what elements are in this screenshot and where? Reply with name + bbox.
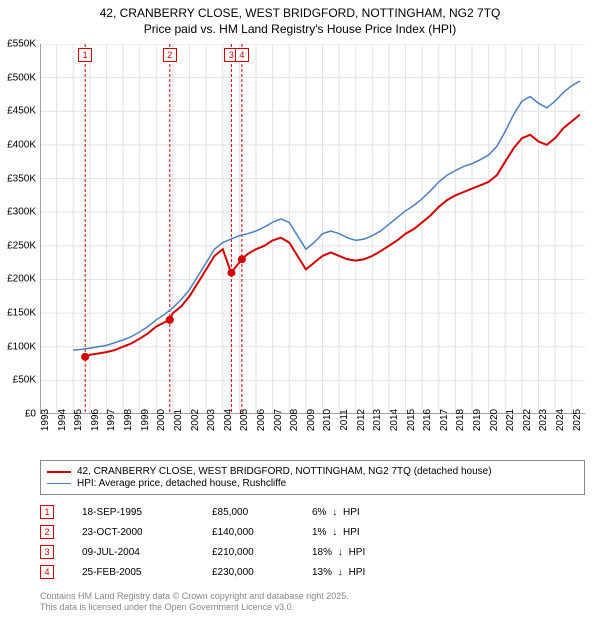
legend-item: HPI: Average price, detached house, Rush… bbox=[47, 478, 578, 489]
sale-diff: 13% HPI bbox=[312, 567, 432, 578]
arrow-down-icon bbox=[335, 547, 346, 558]
x-tick-label: 2023 bbox=[538, 409, 549, 431]
sale-date: 25-FEB-2005 bbox=[82, 567, 212, 578]
y-axis: £0£50K£100K£150K£200K£250K£300K£350K£400… bbox=[0, 44, 38, 414]
x-axis: 1993199419951996199719981999200020012002… bbox=[40, 414, 585, 454]
x-tick-label: 1994 bbox=[57, 409, 68, 431]
footer-line2: This data is licensed under the Open Gov… bbox=[40, 602, 349, 614]
legend-label: HPI: Average price, detached house, Rush… bbox=[77, 478, 286, 489]
chart-title: 42, CRANBERRY CLOSE, WEST BRIDGFORD, NOT… bbox=[0, 0, 600, 39]
x-tick-label: 2001 bbox=[173, 409, 184, 431]
y-tick-label: £550K bbox=[7, 39, 36, 50]
sale-row-marker: 2 bbox=[40, 525, 54, 539]
x-tick-label: 2011 bbox=[339, 409, 350, 431]
sale-diff: 1% HPI bbox=[312, 527, 432, 538]
x-tick-label: 2015 bbox=[406, 409, 417, 431]
x-tick-label: 1995 bbox=[73, 409, 84, 431]
sale-row: 3 09-JUL-2004£210,00018% HPI bbox=[40, 542, 585, 562]
y-tick-label: £400K bbox=[7, 139, 36, 150]
y-tick-label: £50K bbox=[13, 375, 36, 386]
x-tick-label: 2014 bbox=[389, 409, 400, 431]
x-tick-label: 2017 bbox=[439, 409, 450, 431]
sale-marker-2: 2 bbox=[163, 48, 177, 62]
sale-row-marker: 3 bbox=[40, 545, 54, 559]
legend-label: 42, CRANBERRY CLOSE, WEST BRIDGFORD, NOT… bbox=[77, 466, 492, 477]
sale-price: £140,000 bbox=[212, 527, 312, 538]
x-tick-label: 2003 bbox=[206, 409, 217, 431]
x-tick-label: 2004 bbox=[223, 409, 234, 431]
x-tick-label: 2012 bbox=[356, 409, 367, 431]
x-tick-label: 1997 bbox=[106, 409, 117, 431]
sale-date: 09-JUL-2004 bbox=[82, 547, 212, 558]
sale-row: 2 23-OCT-2000£140,0001% HPI bbox=[40, 522, 585, 542]
sale-diff: 6% HPI bbox=[312, 507, 432, 518]
y-tick-label: £450K bbox=[7, 106, 36, 117]
x-tick-label: 2007 bbox=[273, 409, 284, 431]
sale-price: £230,000 bbox=[212, 567, 312, 578]
x-tick-label: 2021 bbox=[505, 409, 516, 431]
legend-item: 42, CRANBERRY CLOSE, WEST BRIDGFORD, NOT… bbox=[47, 466, 578, 477]
y-tick-label: £300K bbox=[7, 207, 36, 218]
arrow-down-icon bbox=[335, 567, 346, 578]
x-tick-label: 2006 bbox=[256, 409, 267, 431]
legend-swatch bbox=[47, 471, 71, 473]
y-tick-label: £500K bbox=[7, 72, 36, 83]
chart-container: 42, CRANBERRY CLOSE, WEST BRIDGFORD, NOT… bbox=[0, 0, 600, 620]
x-tick-label: 2025 bbox=[572, 409, 583, 431]
x-tick-label: 2013 bbox=[372, 409, 383, 431]
sale-row-marker: 1 bbox=[40, 505, 54, 519]
y-tick-label: £0 bbox=[25, 409, 36, 420]
x-tick-label: 2008 bbox=[289, 409, 300, 431]
arrow-down-icon bbox=[329, 507, 340, 518]
x-tick-label: 2010 bbox=[322, 409, 333, 431]
y-tick-label: £150K bbox=[7, 308, 36, 319]
sale-row: 1 18-SEP-1995£85,0006% HPI bbox=[40, 502, 585, 522]
footer-attribution: Contains HM Land Registry data © Crown c… bbox=[40, 591, 349, 614]
y-tick-label: £350K bbox=[7, 173, 36, 184]
sale-row-marker: 4 bbox=[40, 565, 54, 579]
legend-swatch bbox=[47, 483, 71, 484]
line-chart-svg bbox=[40, 44, 585, 414]
x-tick-label: 1998 bbox=[123, 409, 134, 431]
x-tick-label: 2002 bbox=[190, 409, 201, 431]
x-tick-label: 2016 bbox=[422, 409, 433, 431]
x-tick-label: 2009 bbox=[306, 409, 317, 431]
x-tick-label: 1996 bbox=[90, 409, 101, 431]
sales-table: 1 18-SEP-1995£85,0006% HPI 2 23-OCT-2000£14… bbox=[40, 502, 585, 582]
sale-row: 4 25-FEB-2005£230,00013% HPI bbox=[40, 562, 585, 582]
x-tick-label: 1999 bbox=[140, 409, 151, 431]
title-address: 42, CRANBERRY CLOSE, WEST BRIDGFORD, NOT… bbox=[10, 6, 590, 22]
x-tick-label: 2019 bbox=[472, 409, 483, 431]
x-tick-label: 1993 bbox=[40, 409, 51, 431]
plot-area: 1234 bbox=[40, 44, 585, 414]
y-tick-label: £250K bbox=[7, 240, 36, 251]
sale-date: 23-OCT-2000 bbox=[82, 527, 212, 538]
legend: 42, CRANBERRY CLOSE, WEST BRIDGFORD, NOT… bbox=[40, 460, 585, 495]
arrow-down-icon bbox=[329, 527, 340, 538]
x-tick-label: 2000 bbox=[156, 409, 167, 431]
sale-price: £210,000 bbox=[212, 547, 312, 558]
title-subtitle: Price paid vs. HM Land Registry's House … bbox=[10, 22, 590, 38]
x-tick-label: 2018 bbox=[455, 409, 466, 431]
sale-marker-4: 4 bbox=[235, 48, 249, 62]
footer-line1: Contains HM Land Registry data © Crown c… bbox=[40, 591, 349, 603]
sale-diff: 18% HPI bbox=[312, 547, 432, 558]
x-tick-label: 2005 bbox=[239, 409, 250, 431]
x-tick-label: 2022 bbox=[522, 409, 533, 431]
x-tick-label: 2024 bbox=[555, 409, 566, 431]
y-tick-label: £200K bbox=[7, 274, 36, 285]
sale-marker-1: 1 bbox=[78, 48, 92, 62]
sale-price: £85,000 bbox=[212, 507, 312, 518]
x-tick-label: 2020 bbox=[489, 409, 500, 431]
y-tick-label: £100K bbox=[7, 341, 36, 352]
sale-date: 18-SEP-1995 bbox=[82, 507, 212, 518]
